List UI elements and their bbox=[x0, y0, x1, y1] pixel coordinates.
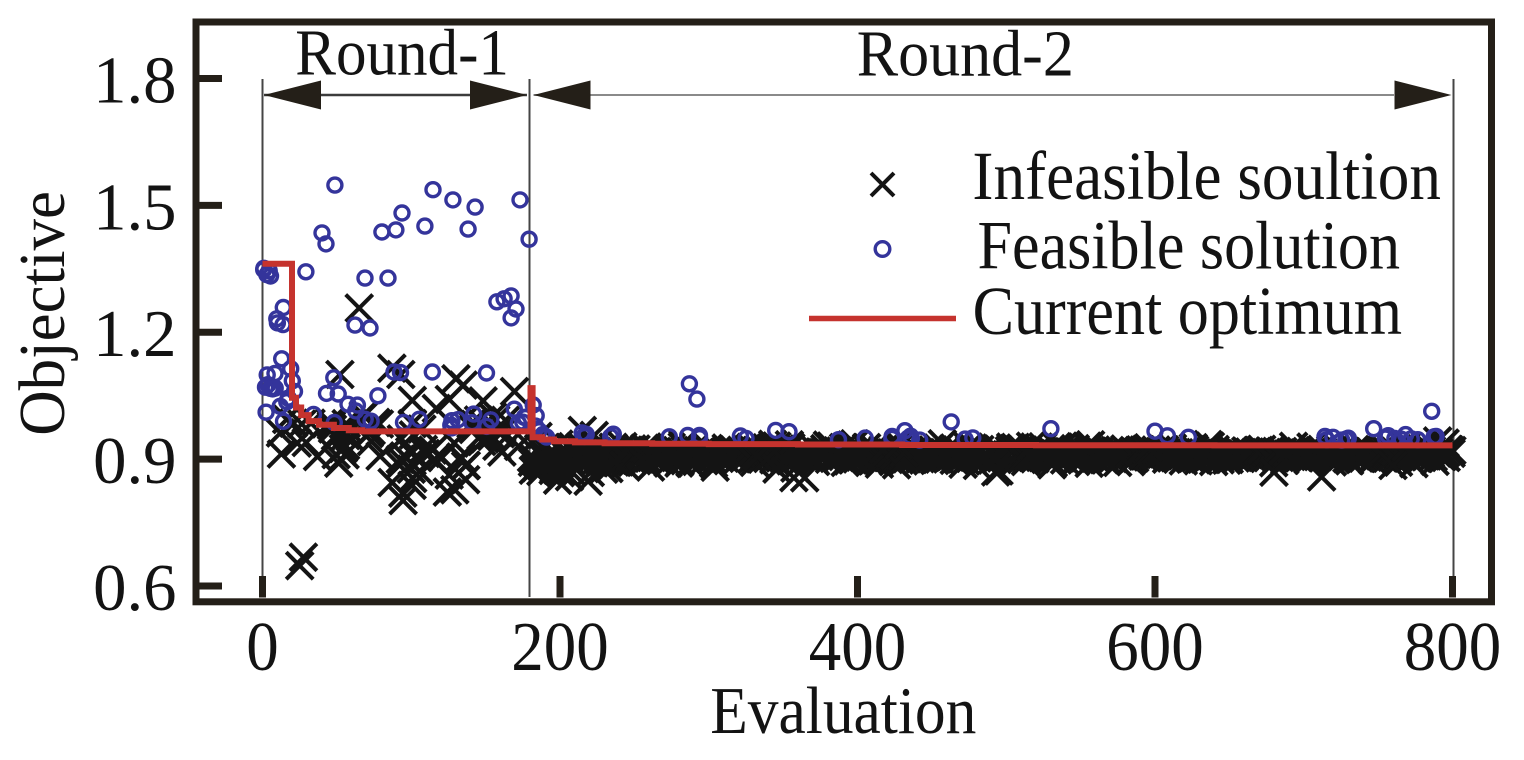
svg-text:Current optimum: Current optimum bbox=[973, 274, 1402, 350]
svg-text:Feasible solution: Feasible solution bbox=[978, 209, 1401, 285]
svg-text:0: 0 bbox=[246, 608, 278, 685]
svg-text:600: 600 bbox=[1106, 608, 1203, 685]
svg-text:0.6: 0.6 bbox=[93, 552, 176, 625]
svg-text:1.5: 1.5 bbox=[93, 171, 176, 244]
svg-text:800: 800 bbox=[1404, 608, 1501, 685]
svg-text:1.2: 1.2 bbox=[93, 298, 176, 371]
svg-text:0.9: 0.9 bbox=[93, 425, 176, 498]
svg-text:1.8: 1.8 bbox=[93, 44, 176, 117]
svg-text:Round-2: Round-2 bbox=[857, 17, 1074, 90]
svg-text:Infeasible soultion: Infeasible soultion bbox=[972, 139, 1441, 215]
svg-text:Round-1: Round-1 bbox=[295, 17, 509, 89]
svg-text:200: 200 bbox=[511, 608, 608, 685]
svg-text:Evaluation: Evaluation bbox=[710, 673, 976, 747]
svg-text:Objective: Objective bbox=[6, 191, 78, 436]
svg-text:400: 400 bbox=[809, 608, 906, 685]
